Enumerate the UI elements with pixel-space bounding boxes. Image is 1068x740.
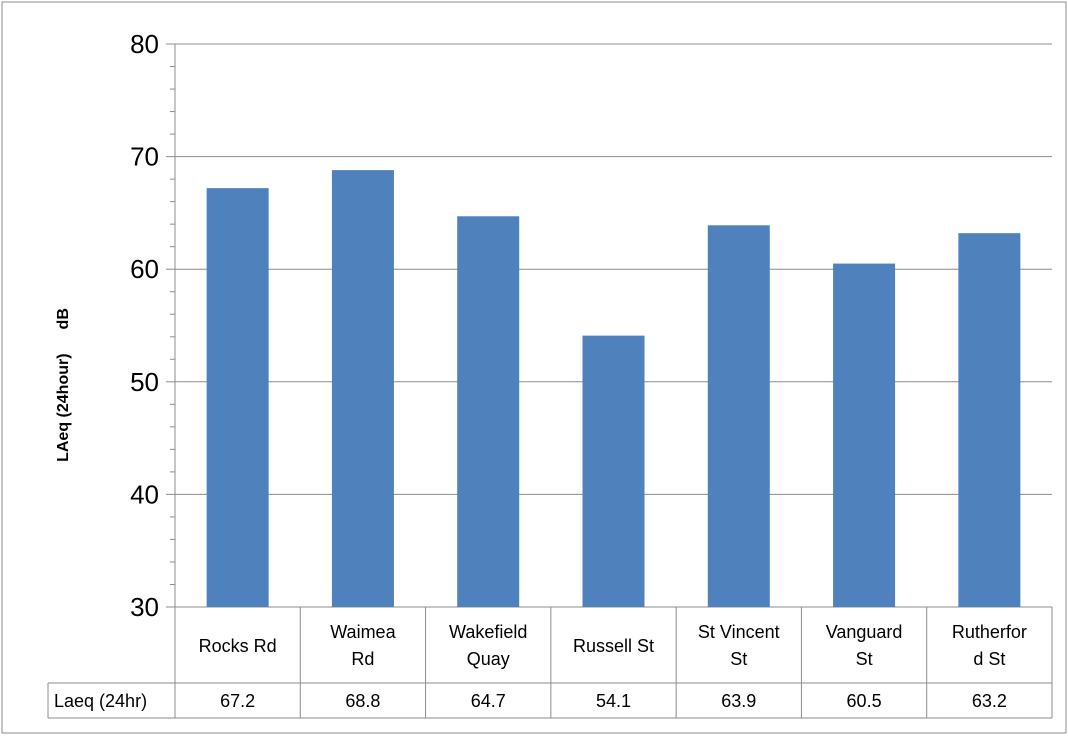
data-table: Rocks Rd Waimea Rd Wakefield Quay Russell St S… xyxy=(47,607,1053,719)
table-value: 54.1 xyxy=(596,691,631,711)
y-tick-label: 70 xyxy=(130,142,159,172)
x-category-label: Rutherfor d St xyxy=(952,622,1027,669)
x-category-label: Russell St xyxy=(573,636,654,656)
x-category-label: Wakefield Quay xyxy=(449,622,527,669)
table-value: 64.7 xyxy=(471,691,506,711)
x-category-label: Rocks Rd xyxy=(199,636,277,656)
table-row-label: Laeq (24hr) xyxy=(54,691,147,711)
bar xyxy=(331,170,394,607)
y-tick-label: 40 xyxy=(130,479,159,509)
bar xyxy=(833,263,896,607)
x-category-label: Vanguard St xyxy=(826,622,903,669)
bar xyxy=(206,188,269,608)
y-tick-label: 80 xyxy=(130,29,159,59)
y-axis-label: LAeq (24hour)dB xyxy=(55,308,72,462)
bar xyxy=(582,335,645,607)
y-tick-label: 50 xyxy=(130,367,159,397)
table-value: 63.2 xyxy=(972,691,1007,711)
bar xyxy=(958,233,1021,607)
x-category-label: Waimea Rd xyxy=(330,622,396,669)
table-value: 63.9 xyxy=(721,691,756,711)
table-value: 67.2 xyxy=(220,691,255,711)
bar xyxy=(707,225,770,607)
table-value: 68.8 xyxy=(345,691,380,711)
bars xyxy=(206,170,1021,608)
x-category-label: St Vincent St xyxy=(698,622,780,669)
axes: 30 40 50 60 70 80 xyxy=(130,29,176,622)
y-tick-label: 30 xyxy=(130,592,159,622)
bar xyxy=(457,216,520,607)
table-value: 60.5 xyxy=(847,691,882,711)
y-tick-label: 60 xyxy=(130,254,159,284)
